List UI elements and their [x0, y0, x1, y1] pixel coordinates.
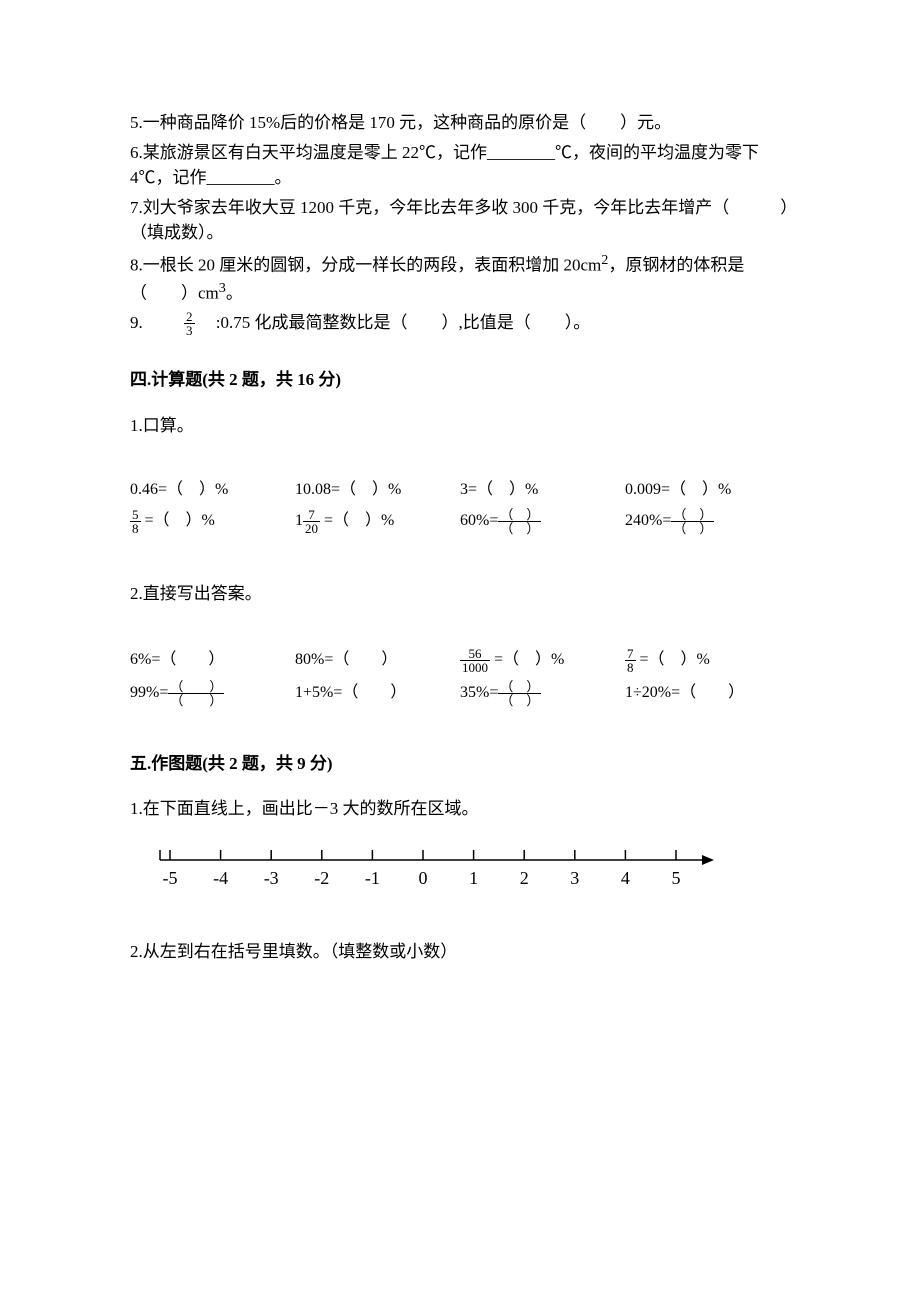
q9-prefix: 9. [130, 313, 160, 332]
prefix: 35%= [460, 684, 498, 701]
question-9: 9. 2 3 :0.75 化成最简整数比是（ ）,比值是（ ）。 [130, 310, 790, 338]
frac-paren-den: （ ） [168, 694, 224, 707]
svg-text:-1: -1 [365, 868, 380, 888]
svg-text:5: 5 [672, 868, 681, 888]
fraction-blank: （ ） （ ） [671, 508, 714, 535]
q8-sup2: 3 [219, 280, 226, 296]
svg-text:-4: -4 [213, 868, 228, 888]
svg-text:2: 2 [520, 868, 529, 888]
calc-cell: 6%=（ ） [130, 648, 295, 672]
question-5: 5.一种商品降价 15%后的价格是 170 元，这种商品的原价是（ ）元。 [130, 110, 790, 136]
q9-text: :0.75 化成最简整数比是（ ）,比值是（ ）。 [199, 313, 590, 332]
suffix: =（ ）% [490, 651, 564, 668]
frac-num: 7 [625, 647, 636, 661]
frac-paren-den: （ ） [498, 522, 541, 535]
frac-num: 56 [460, 647, 490, 661]
calc-cell: 1 7 20 =（ ）% [295, 508, 460, 535]
question-8: 8.一根长 20 厘米的圆钢，分成一样长的两段，表面积增加 20cm2，原钢材的… [130, 250, 790, 306]
fraction: 7 8 [625, 647, 636, 674]
calc-cell: 10.08=（ ）% [295, 478, 460, 502]
calc-cell: 240%= （ ） （ ） [625, 508, 790, 535]
question-7: 7.刘大爷家去年收大豆 1200 千克，今年比去年多收 300 千克，今年比去年… [130, 195, 790, 246]
calc-cell: 7 8 =（ ）% [625, 647, 790, 674]
q9-fraction: 2 3 [184, 310, 195, 337]
prefix: 99%= [130, 684, 168, 701]
frac-den: 1000 [460, 661, 490, 674]
calc-cell: 0.46=（ ）% [130, 478, 295, 502]
svg-text:-5: -5 [163, 868, 178, 888]
calc-row-2: 5 8 =（ ）% 1 7 20 =（ ）% 60%= （ ） （ ） 240%… [130, 508, 790, 535]
calc-cell: 80%=（ ） [295, 648, 460, 672]
prefix: 240%= [625, 513, 671, 530]
calc-cell: 5 8 =（ ）% [130, 508, 295, 535]
frac-paren-den: （ ） [671, 522, 714, 535]
question-6: 6.某旅游景区有白天平均温度是零上 22℃，记作________℃，夜间的平均温… [130, 140, 790, 191]
calc-row-4: 99%= （ ） （ ） 1+5%=（ ） 35%= （ ） （ ） 1÷20%… [130, 680, 790, 707]
calc-cell: 99%= （ ） （ ） [130, 680, 295, 707]
frac-num: 5 [130, 508, 141, 522]
section-5-header: 五.作图题(共 2 题，共 9 分) [130, 751, 790, 777]
q8-end: 。 [226, 283, 243, 302]
mixed-whole: 1 [295, 513, 303, 530]
fraction: 7 20 [303, 508, 320, 535]
frac-paren-num: （ ） [498, 508, 541, 522]
svg-text:3: 3 [570, 868, 579, 888]
q9-frac-den: 3 [184, 324, 195, 337]
suffix: =（ ）% [636, 651, 710, 668]
calc-cell: 56 1000 =（ ）% [460, 647, 625, 674]
number-line: -5 -4 -3 -2 -1 0 1 2 3 4 5 [158, 842, 790, 910]
frac-den: 20 [303, 522, 320, 535]
fraction-blank: （ ） （ ） [498, 680, 541, 707]
fraction-blank: （ ） （ ） [168, 680, 224, 707]
fraction: 56 1000 [460, 647, 490, 674]
svg-text:1: 1 [469, 868, 478, 888]
frac-num: 7 [303, 508, 320, 522]
section4-q1: 1.口算。 [130, 413, 790, 439]
suffix: =（ ）% [141, 513, 215, 530]
calc-cell: 1+5%=（ ） [295, 681, 460, 705]
calc-row-3: 6%=（ ） 80%=（ ） 56 1000 =（ ）% 7 8 =（ ）% [130, 647, 790, 674]
frac-paren-den: （ ） [498, 694, 541, 707]
calc-row-1: 0.46=（ ）% 10.08=（ ）% 3=（ ）% 0.009=（ ）% [130, 478, 790, 502]
svg-text:-2: -2 [314, 868, 329, 888]
calc-cell: 3=（ ）% [460, 478, 625, 502]
svg-text:-3: -3 [264, 868, 279, 888]
frac-paren-num: （ ） [671, 508, 714, 522]
calc-cell: 35%= （ ） （ ） [460, 680, 625, 707]
section5-q1: 1.在下面直线上，画出比－3 大的数所在区域。 [130, 796, 790, 822]
section4-q2: 2.直接写出答案。 [130, 581, 790, 607]
frac-paren-num: （ ） [498, 680, 541, 694]
frac-den: 8 [625, 661, 636, 674]
suffix: =（ ）% [320, 513, 394, 530]
prefix: 60%= [460, 513, 498, 530]
section-4-header: 四.计算题(共 2 题，共 16 分) [130, 367, 790, 393]
frac-den: 8 [130, 522, 141, 535]
svg-text:0: 0 [419, 868, 428, 888]
calc-cell: 1÷20%=（ ） [625, 681, 790, 705]
q9-frac-num: 2 [184, 310, 195, 324]
fraction-blank: （ ） （ ） [498, 508, 541, 535]
section5-q2: 2.从左到右在括号里填数。（填整数或小数） [130, 939, 790, 965]
number-line-svg: -5 -4 -3 -2 -1 0 1 2 3 4 5 [158, 842, 718, 902]
svg-text:4: 4 [621, 868, 630, 888]
calc-cell: 60%= （ ） （ ） [460, 508, 625, 535]
fraction: 5 8 [130, 508, 141, 535]
calc-cell: 0.009=（ ）% [625, 478, 790, 502]
q8-text-a: 8.一根长 20 厘米的圆钢，分成一样长的两段，表面积增加 20cm [130, 255, 601, 274]
frac-paren-num: （ ） [168, 680, 224, 694]
